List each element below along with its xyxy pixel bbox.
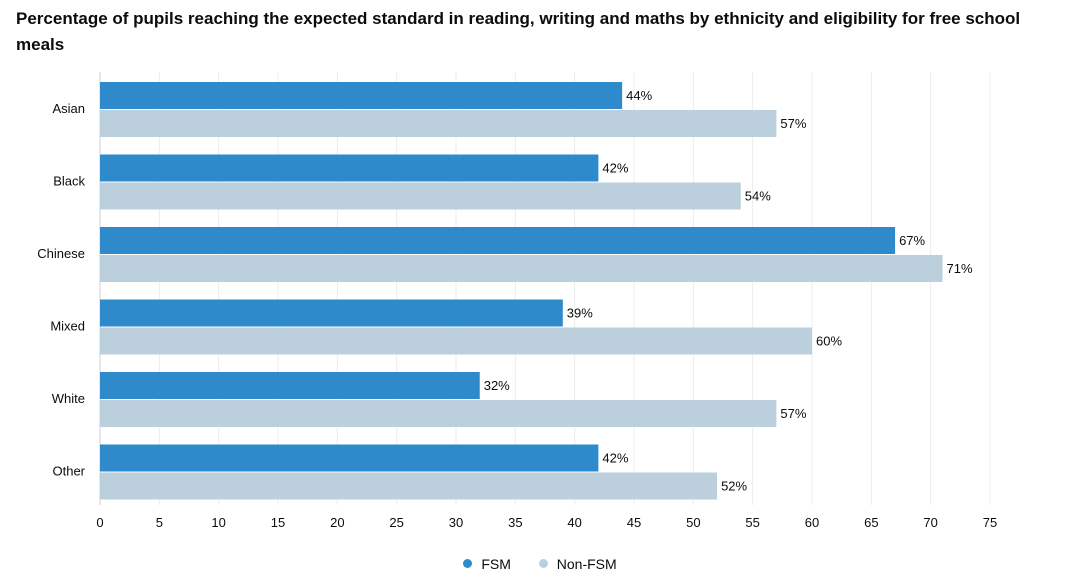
legend-label-fsm: FSM <box>481 555 511 572</box>
data-label: 52% <box>721 478 747 493</box>
x-tick-label: 60 <box>805 515 819 530</box>
data-label: 54% <box>745 188 771 203</box>
data-label: 60% <box>816 333 842 348</box>
category-label: Other <box>52 463 85 478</box>
x-tick-label: 45 <box>627 515 641 530</box>
data-label: 32% <box>484 378 510 393</box>
data-label: 71% <box>947 261 973 276</box>
bar-non-fsm <box>100 110 777 137</box>
bar-non-fsm <box>100 182 741 210</box>
x-tick-label: 20 <box>330 515 344 530</box>
data-label: 39% <box>567 305 593 320</box>
category-label: Asian <box>52 101 85 116</box>
x-tick-label: 5 <box>156 515 163 530</box>
x-tick-label: 70 <box>923 515 937 530</box>
data-label: 42% <box>602 160 628 175</box>
x-tick-label: 40 <box>567 515 581 530</box>
legend-item-fsm[interactable]: FSM <box>463 556 511 572</box>
x-tick-label: 55 <box>745 515 759 530</box>
category-label: Mixed <box>50 318 85 333</box>
category-label: Chinese <box>37 246 85 261</box>
data-label: 44% <box>626 88 652 103</box>
x-tick-label: 65 <box>864 515 878 530</box>
x-tick-label: 75 <box>983 515 997 530</box>
bar-fsm <box>100 227 896 254</box>
legend-label-non-fsm: Non-FSM <box>556 555 617 572</box>
category-label: Black <box>53 173 85 188</box>
bar-non-fsm <box>100 400 777 427</box>
x-tick-label: 35 <box>508 515 522 530</box>
x-tick-label: 30 <box>449 515 463 530</box>
chart-title: Percentage of pupils reaching the expect… <box>16 9 1021 54</box>
bar-non-fsm <box>100 327 812 355</box>
legend-item-non-fsm[interactable]: Non-FSM <box>538 555 617 572</box>
bar-non-fsm <box>100 472 718 500</box>
x-tick-label: 50 <box>686 515 700 530</box>
bar-fsm <box>100 82 623 109</box>
legend-swatch-fsm <box>463 559 473 568</box>
legend-swatch-non-fsm <box>538 559 548 568</box>
bar-fsm <box>100 372 480 399</box>
chart-legend: FSM Non-FSM <box>0 555 1080 572</box>
data-label: 57% <box>780 406 806 421</box>
x-tick-label: 0 <box>96 515 103 530</box>
data-label: 42% <box>602 450 628 465</box>
data-label: 67% <box>899 233 925 248</box>
bar-fsm <box>100 154 599 182</box>
bar-fsm <box>100 299 563 327</box>
x-tick-label: 10 <box>211 515 225 530</box>
x-tick-label: 15 <box>271 515 285 530</box>
bar-fsm <box>100 444 599 472</box>
category-label: White <box>52 391 85 406</box>
x-tick-label: 25 <box>389 515 403 530</box>
bar-non-fsm <box>100 255 943 282</box>
data-label: 57% <box>780 116 806 131</box>
